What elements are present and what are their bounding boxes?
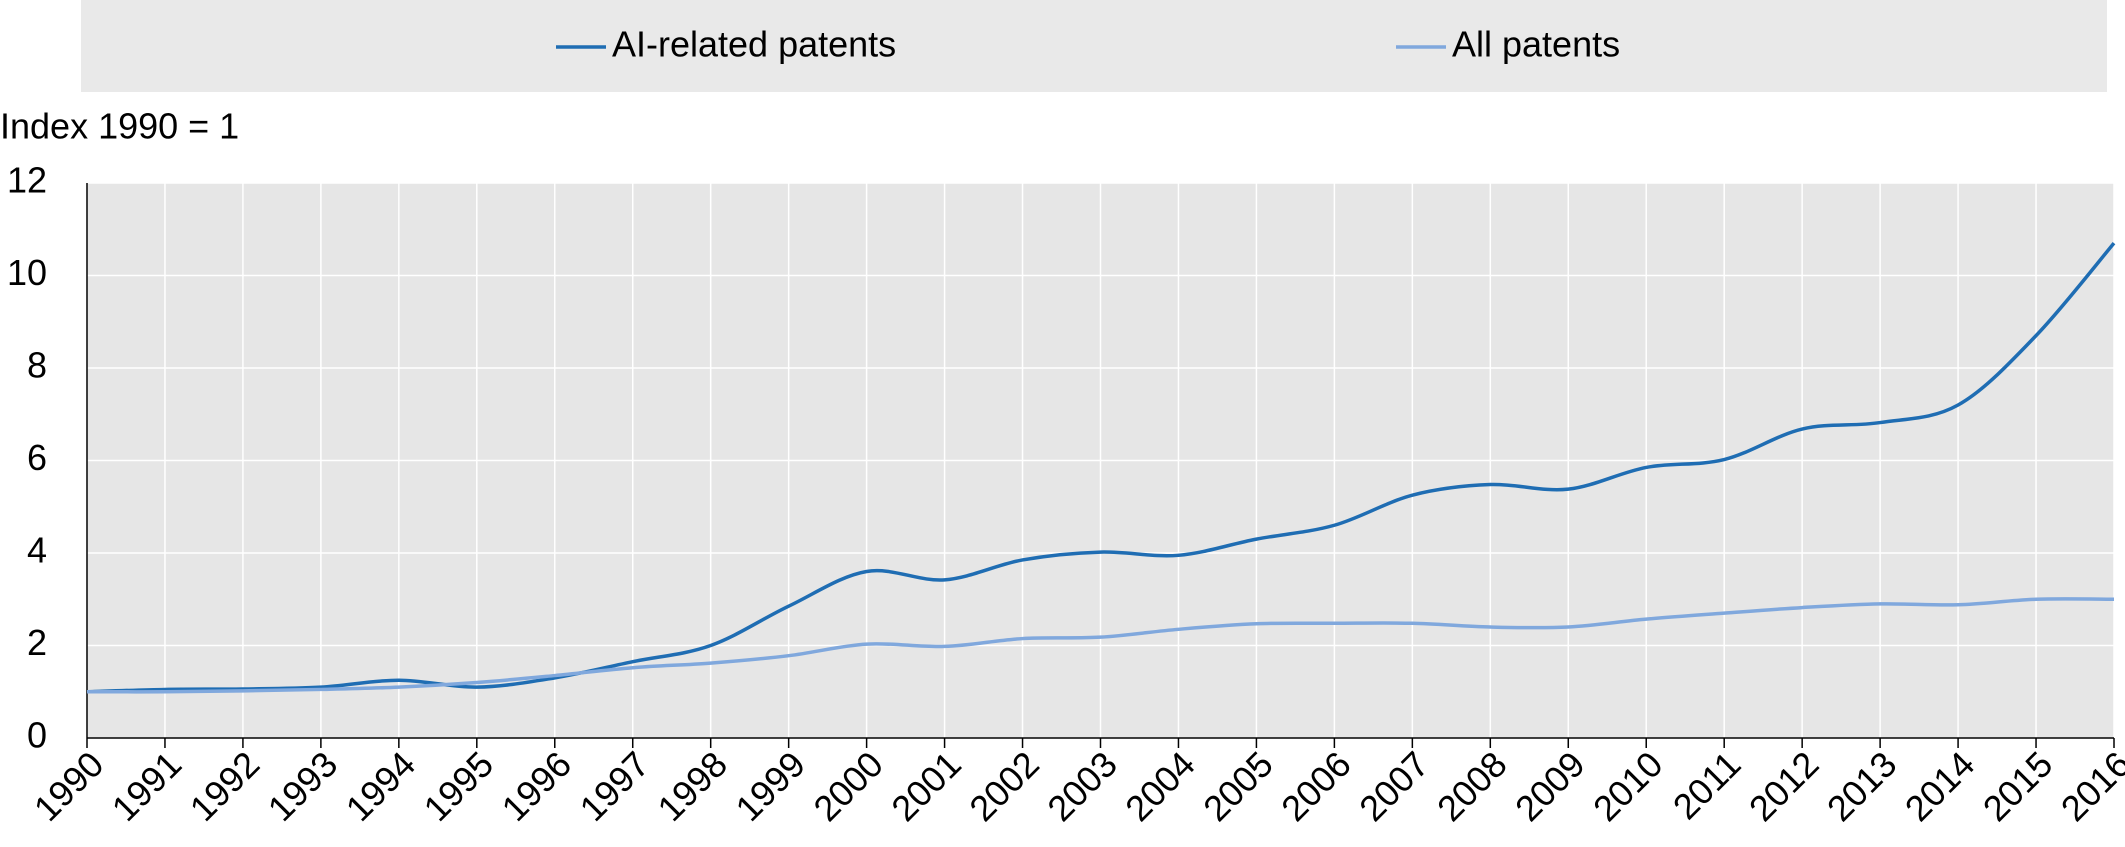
- line: [86, 597, 2115, 694]
- x-tick-label: 2008: [1429, 743, 1515, 829]
- x-tick-label: 1996: [494, 743, 580, 829]
- y-tick-label: 10: [7, 252, 47, 293]
- x-tick-label: 2009: [1507, 743, 1593, 829]
- x-tick-label: 1994: [338, 743, 424, 829]
- y-tick-label: 8: [27, 345, 47, 386]
- x-tick-label: 2014: [1897, 743, 1983, 829]
- x-tick-label: 2000: [805, 743, 891, 829]
- x-tick-label: 2016: [2053, 743, 2125, 829]
- y-tick-label: 4: [27, 530, 47, 571]
- x-tick-label: 1999: [727, 743, 813, 829]
- y-axis-label: Index 1990 = 1: [0, 106, 239, 147]
- x-tick-label: 1992: [182, 743, 268, 829]
- x-tick-label: 2010: [1585, 743, 1671, 829]
- x-tick-label: 2004: [1117, 743, 1203, 829]
- x-tick-label: 2001: [883, 743, 969, 829]
- x-tick-label: 2007: [1351, 743, 1437, 829]
- x-tick-label: 1991: [104, 743, 190, 829]
- x-tick-label: 2012: [1741, 743, 1827, 829]
- x-tick-label: 1997: [571, 743, 657, 829]
- x-tick-label: 2002: [961, 743, 1047, 829]
- y-tick-label: 6: [27, 437, 47, 478]
- x-tick-label: 2006: [1273, 743, 1359, 829]
- x-tick-label: 2011: [1665, 743, 1749, 827]
- legend-label: All patents: [1452, 24, 1620, 65]
- x-tick-label: 2003: [1039, 743, 1125, 829]
- x-tick-label: 2013: [1819, 743, 1905, 829]
- y-tick-label: 0: [27, 715, 47, 756]
- x-tick-label: 2005: [1195, 743, 1281, 829]
- x-tick-label: 2015: [1975, 743, 2061, 829]
- y-tick-label: 12: [7, 160, 47, 201]
- y-tick-label: 2: [27, 622, 47, 663]
- legend-label: AI-related patents: [612, 24, 896, 65]
- x-tick-label: 1993: [260, 743, 346, 829]
- x-tick-label: 1995: [416, 743, 502, 829]
- x-tick-label: 1998: [649, 743, 735, 829]
- x-tick-label: 1990: [26, 743, 112, 829]
- legend-background: [81, 0, 2107, 92]
